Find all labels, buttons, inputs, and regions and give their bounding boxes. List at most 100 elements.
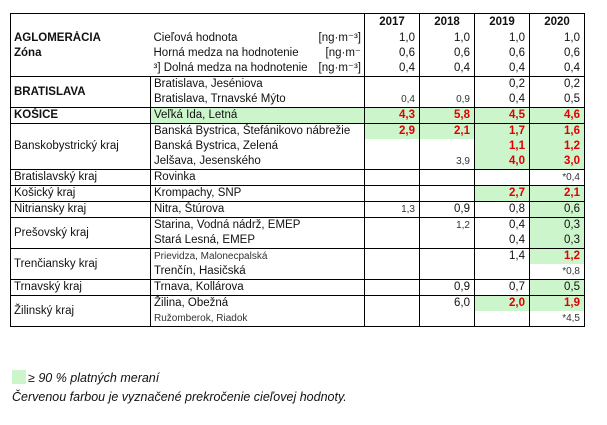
station-name: Nitra, Štúrova — [150, 201, 365, 218]
legend-text: ≥ 90 % platných meraní — [28, 371, 160, 385]
value-cell — [364, 169, 420, 186]
value-cell: 0,6 — [529, 201, 585, 218]
table-row: Ružomberok, Riadok *4,5 — [11, 311, 585, 327]
value-cell — [364, 311, 420, 327]
value-cell: 0,9 — [419, 92, 475, 108]
value-cell — [364, 76, 420, 92]
value-cell: 0,2 — [529, 76, 585, 92]
zone-label: Bratislavský kraj — [10, 169, 151, 186]
value-cell: 3,0 — [529, 154, 585, 170]
value-cell — [419, 248, 475, 264]
aglomeracia-label: AGLOMERÁCIA — [10, 31, 151, 46]
value-cell: 1,2 — [529, 248, 585, 264]
value-cell: 1,2 — [419, 217, 475, 233]
value-cell — [419, 233, 475, 249]
legend: ≥ 90 % platných meraní — [12, 370, 159, 385]
table-row: BRATISLAVA Bratislava, Jeséniova 0,2 0,2 — [10, 76, 585, 108]
value-cell — [364, 295, 420, 311]
station-name: Krompachy, SNP — [150, 185, 365, 202]
zone-label: Trenčiansky kraj — [10, 248, 151, 280]
value-cell — [364, 217, 420, 233]
value-cell: 5,8 — [419, 107, 475, 124]
value-cell: 2,0 — [474, 295, 530, 311]
table-row: Žilinský kraj Žilina, Obežná 6,0 2,0 1,9 — [10, 295, 585, 327]
table-row: Trnavský kraj Trnava, Kollárova 0,9 0,7 0,5 — [10, 279, 585, 296]
value-cell: 2,1 — [529, 185, 585, 202]
table-row: Košický kraj Krompachy, SNP 2,7 2,1 — [10, 185, 585, 202]
value-cell: 0,5 — [529, 279, 585, 296]
zone-label: BRATISLAVA — [10, 76, 151, 108]
table-row: Banskobystrický kraj Banská Bystrica, Šte… — [10, 123, 585, 170]
value-cell: 4,3 — [364, 107, 420, 124]
value-cell — [364, 139, 420, 154]
value-cell: 0,3 — [529, 233, 585, 249]
zone-label: Banskobystrický kraj — [10, 123, 151, 170]
value-cell: 0,4 — [474, 217, 530, 233]
zone-label: Trnavský kraj — [10, 279, 151, 296]
lower-threshold-row: ³] Dolná medza na hodnotenie [ng·m⁻³] 0,4… — [10, 61, 585, 77]
table-row: Nitriansky kraj Nitra, Štúrova 1,3 0,9 0,8 0,… — [10, 201, 585, 218]
value-cell: 0,9 — [419, 201, 475, 218]
year-2020: 2020 — [529, 13, 585, 31]
station-name: Starina, Vodná nádrž, EMEP — [150, 217, 365, 233]
upper-threshold-row: Zóna Horná medza na hodnotenie [ng·m⁻ 0,6… — [10, 46, 585, 61]
station-name: Banská Bystrica, Štefánikovo nábrežie — [150, 123, 365, 139]
value-cell: 1,9 — [529, 295, 585, 311]
value-cell — [419, 76, 475, 92]
value-cell: 2,1 — [419, 123, 475, 139]
value-cell: *0,8 — [529, 264, 585, 280]
station-name: Stará Lesná, EMEP — [150, 233, 365, 249]
limit-label: Cieľová hodnota [ng·m⁻³] — [153, 32, 362, 44]
table-row: KOŠICE Veľká Ida, Letná 4,3 5,8 4,5 4,6 — [10, 107, 585, 124]
zona-label: Zóna — [10, 46, 151, 61]
value-cell: 0,3 — [529, 217, 585, 233]
value-cell — [419, 264, 475, 280]
station-name: Bratislava, Jeséniova — [150, 76, 365, 92]
value-cell — [474, 264, 530, 280]
value-cell — [364, 233, 420, 249]
value-cell — [419, 139, 475, 154]
station-name: Rovinka — [150, 169, 365, 186]
table-row: Bratislavský kraj Rovinka *0,4 — [10, 169, 585, 186]
limit-label: Horná medza na hodnotenie [ng·m⁻ — [153, 47, 362, 59]
zone-label: Žilinský kraj — [10, 295, 151, 327]
table-row: Trenčiansky kraj Prievidza, Malonecpalská… — [10, 248, 585, 280]
exceedance-note: Červenou farbou je vyznačené prekročenie… — [12, 390, 347, 404]
value-cell: 0,5 — [529, 92, 585, 108]
value-cell: 1,6 — [529, 123, 585, 139]
limit-label: ³] Dolná medza na hodnotenie [ng·m⁻³] — [153, 62, 362, 74]
value-cell: 0,7 — [474, 279, 530, 296]
value-cell — [364, 279, 420, 296]
value-cell: 0,9 — [419, 279, 475, 296]
station-name: Banská Bystrica, Zelená — [150, 139, 365, 154]
value-cell — [364, 264, 420, 280]
value-cell: 1,2 — [529, 139, 585, 154]
value-cell: 0,8 — [474, 201, 530, 218]
station-name: Prievidza, Malonecpalská — [150, 248, 365, 264]
value-cell: 6,0 — [419, 295, 475, 311]
value-cell: *0,4 — [529, 169, 585, 186]
station-name: Veľká Ida, Letná — [150, 107, 365, 124]
data-table: 2017 2018 2019 2020 AGLOMERÁCIA Cieľová … — [10, 13, 585, 327]
target-value-row: AGLOMERÁCIA Cieľová hodnota [ng·m⁻³] 1,0 … — [10, 31, 585, 46]
table-row: Banská Bystrica, Zelená 1,1 1,2 — [11, 139, 585, 154]
station-name: Trnava, Kollárova — [150, 279, 365, 296]
value-cell — [419, 311, 475, 327]
legend-highlight-swatch — [12, 370, 26, 384]
value-cell: 0,4 — [474, 233, 530, 249]
value-cell — [364, 248, 420, 264]
value-cell: 0,4 — [364, 92, 420, 108]
value-cell: 4,5 — [474, 107, 530, 124]
table-row: Stará Lesná, EMEP 0,4 0,3 — [11, 233, 585, 249]
value-cell: 4,6 — [529, 107, 585, 124]
station-name: Bratislava, Trnavské Mýto — [150, 92, 365, 108]
value-cell — [474, 311, 530, 327]
value-cell — [419, 185, 475, 202]
value-cell: *4,5 — [529, 311, 585, 327]
station-name: Trenčín, Hasičská — [150, 264, 365, 280]
value-cell: 1,4 — [474, 248, 530, 264]
zone-label: KOŠICE — [10, 107, 151, 124]
value-cell — [364, 154, 420, 170]
year-2018: 2018 — [419, 13, 475, 31]
table-row: Prešovský kraj Starina, Vodná nádrž, EMEP… — [10, 217, 585, 249]
